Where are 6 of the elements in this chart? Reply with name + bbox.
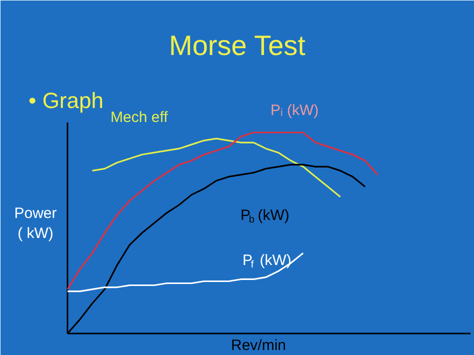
series-label: Mech eff bbox=[110, 109, 169, 126]
text: • Graph bbox=[28, 88, 104, 113]
chart-title: Morse Test bbox=[169, 30, 306, 61]
series-label: Pᵢ (kW) bbox=[270, 102, 319, 119]
x-axis-title: Rev/min bbox=[230, 337, 286, 354]
y-axis-title: Power ( kW) bbox=[14, 204, 57, 242]
